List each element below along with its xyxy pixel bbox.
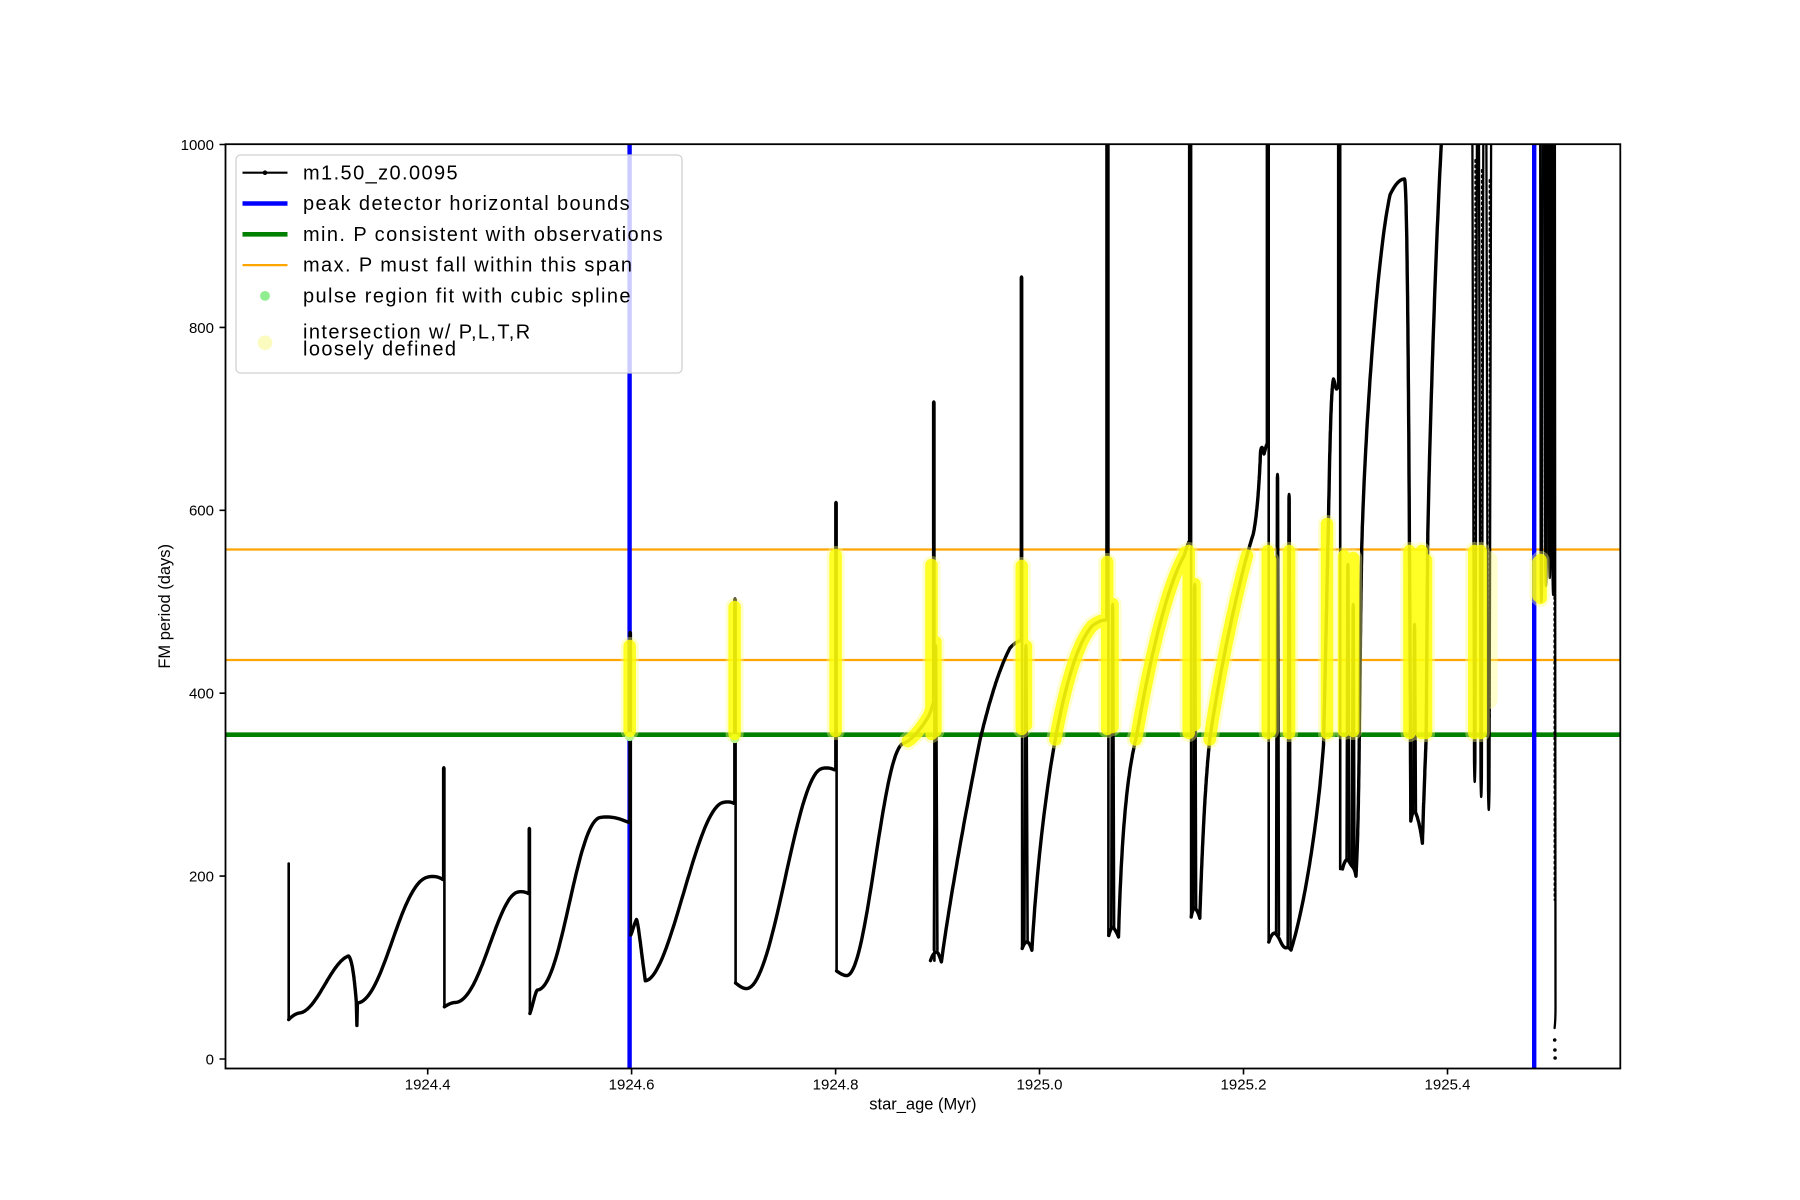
svg-text:600: 600 bbox=[189, 503, 214, 520]
svg-text:1925.4: 1925.4 bbox=[1425, 1076, 1471, 1093]
svg-text:FM period (days): FM period (days) bbox=[156, 544, 174, 669]
svg-text:200: 200 bbox=[189, 869, 214, 886]
svg-text:star_age (Myr): star_age (Myr) bbox=[869, 1096, 976, 1114]
svg-text:1924.6: 1924.6 bbox=[609, 1076, 655, 1093]
svg-text:max. P must fall within this s: max. P must fall within this span bbox=[303, 255, 633, 277]
svg-text:1924.4: 1924.4 bbox=[405, 1076, 451, 1093]
svg-text:peak detector horizontal bound: peak detector horizontal bounds bbox=[303, 193, 631, 215]
svg-text:m1.50_z0.0095: m1.50_z0.0095 bbox=[303, 162, 459, 184]
svg-text:1000: 1000 bbox=[181, 137, 214, 154]
svg-text:pulse region fit with cubic sp: pulse region fit with cubic spline bbox=[303, 286, 632, 308]
svg-text:1925.0: 1925.0 bbox=[1017, 1076, 1063, 1093]
svg-text:min. P consistent with observa: min. P consistent with observations bbox=[303, 224, 664, 246]
svg-text:0: 0 bbox=[206, 1051, 214, 1068]
svg-text:1924.8: 1924.8 bbox=[813, 1076, 859, 1093]
svg-text:800: 800 bbox=[189, 320, 214, 337]
svg-text:1925.2: 1925.2 bbox=[1221, 1076, 1267, 1093]
svg-text:400: 400 bbox=[189, 686, 214, 703]
svg-text:intersection w/ P,L,T,R: intersection w/ P,L,T,R bbox=[303, 321, 532, 343]
svg-text:loosely defined: loosely defined bbox=[303, 338, 457, 360]
